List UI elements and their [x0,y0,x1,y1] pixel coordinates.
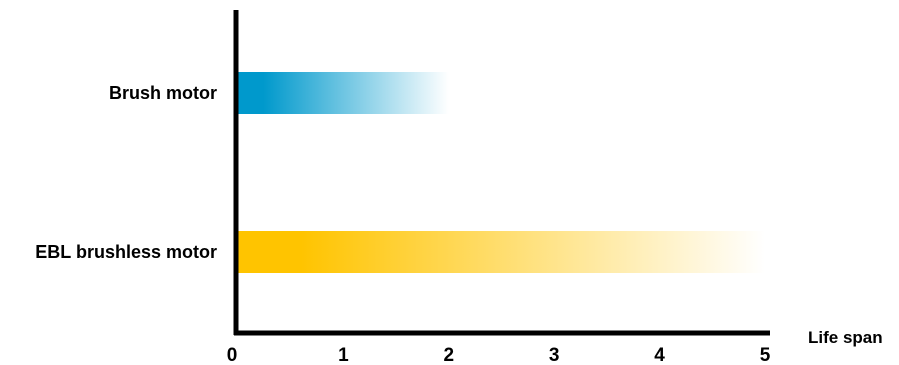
bar-brush-motor [238,72,449,114]
x-tick-labels: 0 1 2 3 4 5 [227,345,771,365]
x-tick-label: 4 [654,345,665,365]
category-labels: Brush motor EBL brushless motor [35,83,217,262]
category-label: EBL brushless motor [35,242,217,262]
x-tick-label: 0 [227,345,238,365]
bar-ebl-brushless-motor [238,231,765,273]
x-tick-label: 3 [549,345,560,365]
x-tick-label: 1 [338,345,349,365]
x-tick-label: 2 [444,345,455,365]
bars-layer [238,72,765,273]
category-label: Brush motor [109,83,217,103]
x-axis-label: Life span [808,328,883,347]
x-tick-label: 5 [760,345,771,365]
